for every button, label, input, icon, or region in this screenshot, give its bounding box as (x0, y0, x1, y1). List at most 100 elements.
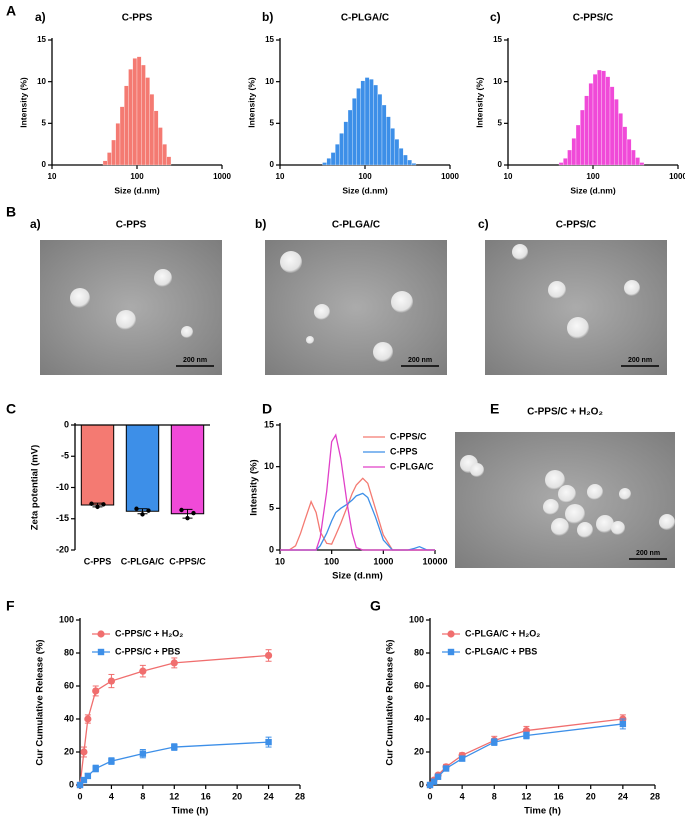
y-tick-label: 20 (414, 746, 424, 756)
histogram-bar (639, 162, 645, 166)
scale-bar-label: 200 nm (628, 357, 652, 364)
image-title: C-PPS/C + H₂O₂ (527, 407, 603, 418)
data-point (171, 743, 178, 751)
histogram-bar (571, 138, 577, 166)
particle (543, 499, 559, 515)
y-tick-label: 5 (270, 118, 275, 127)
histogram-bar (622, 126, 628, 166)
histogram-bar (614, 99, 619, 166)
x-tick-label: 10 (48, 172, 57, 181)
histogram-bar (356, 88, 361, 166)
histogram-bar (330, 152, 336, 166)
y-tick-label: 40 (414, 713, 424, 723)
panel-label: b) (262, 10, 273, 24)
y-tick-label: 15 (264, 419, 274, 429)
data-point (140, 512, 145, 517)
x-tick-label: C-PPS (84, 556, 112, 566)
particle (70, 288, 90, 308)
x-axis-label: Size (d.nm) (342, 185, 388, 195)
histogram-bar (588, 83, 594, 166)
histogram-bar (136, 56, 142, 166)
panel-label: a) (35, 10, 46, 24)
x-tick-label: 10000 (422, 556, 447, 566)
y-tick-label: 20 (64, 746, 74, 756)
histogram-bar (605, 76, 611, 166)
data-point (430, 778, 438, 785)
histogram-bar (609, 86, 615, 166)
x-tick-label: 100 (130, 172, 144, 181)
data-point (458, 755, 466, 762)
x-tick-label: 16 (201, 791, 211, 801)
histogram-bar (575, 124, 581, 166)
particle (373, 342, 393, 362)
x-tick-label: 16 (554, 791, 564, 801)
data-point (191, 510, 196, 516)
image-title: C-PLGA/C (332, 220, 380, 231)
data-point (264, 651, 273, 660)
particle (624, 280, 640, 296)
histogram-bar (119, 106, 125, 166)
histogram-bar (102, 160, 108, 166)
y-tick-label: 80 (64, 647, 74, 657)
panel-label: C (6, 401, 16, 417)
y-tick-label: 15 (37, 35, 46, 44)
series-line (280, 433, 435, 551)
legend-marker (447, 648, 455, 656)
histogram-bar (377, 94, 383, 166)
histogram-bar (398, 148, 404, 166)
x-tick-label: 100 (358, 172, 372, 181)
x-tick-label: 20 (232, 791, 242, 801)
data-point (146, 508, 151, 513)
y-tick-label: 80 (414, 647, 424, 657)
y-tick-label: 5 (42, 118, 47, 127)
data-point (139, 667, 147, 675)
data-point (92, 765, 99, 772)
histogram-bar (111, 139, 116, 166)
series-line (280, 492, 435, 551)
x-tick-label: 12 (521, 791, 531, 801)
x-tick-label: 4 (109, 791, 114, 801)
histogram-bar (403, 154, 408, 166)
data-point (101, 502, 106, 507)
histogram-bar (335, 144, 340, 166)
data-point (134, 506, 139, 511)
histogram-bar (563, 158, 568, 166)
histogram-bar (381, 104, 387, 166)
x-axis-label: Size (d.nm) (332, 571, 383, 582)
legend-label: C-PPS/C (390, 431, 427, 441)
x-tick-label: 28 (295, 791, 305, 801)
tem-image (40, 240, 222, 375)
particle (545, 470, 565, 490)
data-point (426, 781, 434, 789)
y-axis-label: Cur Cumulative Release (%) (385, 639, 396, 765)
y-axis-label: Intensity (%) (18, 77, 28, 128)
data-point (619, 720, 627, 728)
x-tick-label: 0 (427, 791, 432, 801)
y-tick-label: 0 (69, 779, 74, 789)
y-axis-label: Intensity (%) (474, 77, 484, 128)
y-tick-label: 10 (264, 461, 274, 471)
chart-title: C-PLGA/C (341, 13, 389, 24)
y-tick-label: 15 (265, 35, 274, 44)
legend-marker (447, 630, 455, 638)
x-tick-label: 12 (169, 791, 179, 801)
data-point (442, 765, 450, 772)
histogram-bar (153, 110, 159, 166)
histogram-bar (597, 69, 602, 166)
data-point (523, 732, 530, 739)
histogram-bar (558, 162, 564, 166)
data-point (107, 677, 116, 685)
particle (306, 336, 314, 344)
panel-label: c) (478, 217, 489, 231)
x-tick-label: 0 (77, 791, 82, 801)
particle (611, 521, 625, 535)
particle (587, 484, 603, 500)
particle (619, 488, 631, 500)
particle (567, 317, 589, 339)
data-point (491, 738, 498, 746)
x-tick-label: 100 (324, 556, 339, 566)
x-tick-label: 1000 (213, 172, 231, 181)
y-tick-label: 100 (409, 614, 424, 624)
particle (565, 504, 585, 524)
